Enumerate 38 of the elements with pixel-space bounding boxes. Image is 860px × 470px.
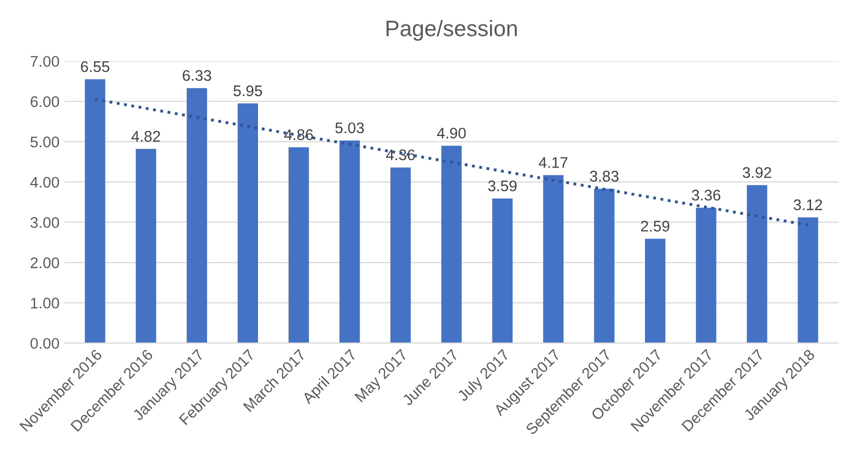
- data-label: 4.17: [538, 157, 568, 168]
- data-label: 4.90: [436, 128, 466, 139]
- bar: [84, 79, 106, 344]
- data-label: 2.59: [641, 220, 670, 232]
- bar: [696, 208, 716, 344]
- data-label: 5.95: [234, 85, 262, 96]
- data-label: 4.82: [131, 130, 160, 142]
- data-label: 4.36: [386, 149, 415, 160]
- y-tick-label: 4.00: [30, 176, 60, 188]
- data-label: 3.92: [742, 167, 772, 178]
- data-label: 5.03: [335, 122, 364, 134]
- bar: [339, 140, 360, 344]
- data-label: 3.83: [590, 170, 618, 182]
- bar: [543, 175, 564, 344]
- y-tick-label: 0.00: [30, 338, 60, 349]
- bar: [288, 147, 309, 344]
- bar: [746, 185, 768, 344]
- bar: [186, 88, 208, 344]
- y-tick-label: 7.00: [30, 56, 60, 67]
- data-label: 6.33: [182, 70, 212, 81]
- data-label: 3.36: [692, 190, 720, 201]
- bar: [441, 146, 462, 344]
- y-tick-label: 3.00: [30, 217, 60, 228]
- bar: [492, 198, 513, 344]
- data-label: 6.55: [80, 61, 110, 72]
- bar: [136, 148, 156, 344]
- y-tick-label: 1.00: [31, 298, 60, 308]
- bar: [238, 103, 258, 344]
- data-label: 3.12: [794, 199, 822, 210]
- bar: [390, 167, 411, 344]
- bar: [594, 188, 614, 344]
- y-tick-label: 2.00: [30, 257, 60, 268]
- y-tick-label: 5.00: [30, 136, 60, 148]
- bar: [798, 217, 818, 344]
- chart-title: Page/session: [386, 20, 517, 41]
- data-label: 3.59: [488, 180, 517, 192]
- bar: [645, 238, 666, 344]
- y-tick-label: 6.00: [30, 96, 60, 108]
